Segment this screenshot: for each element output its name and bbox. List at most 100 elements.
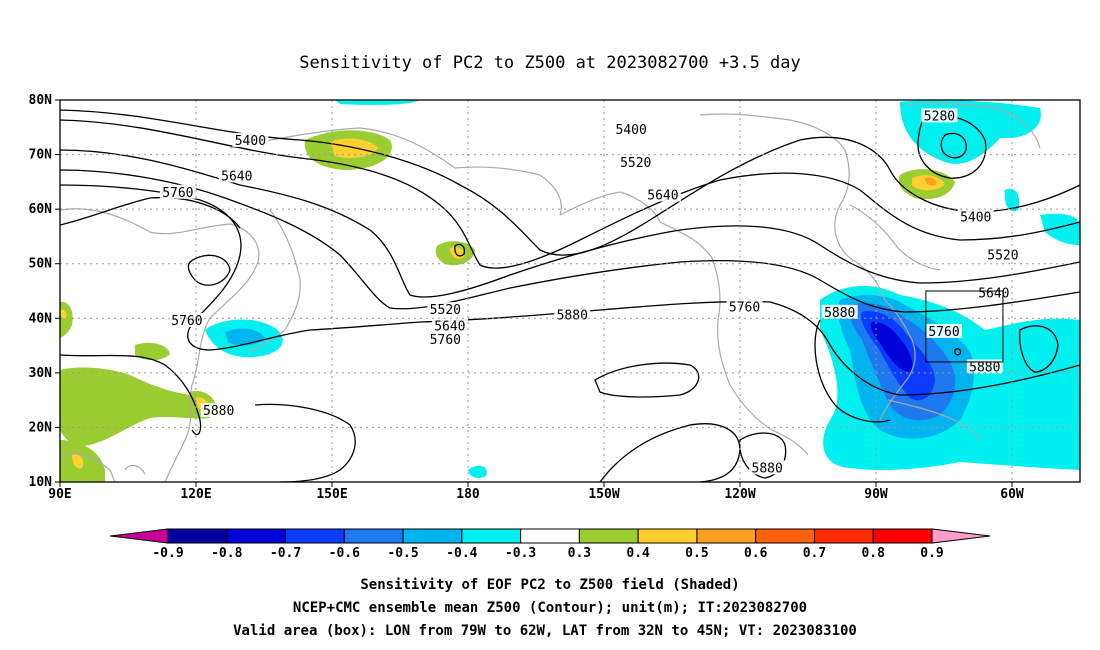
- lat-tick-label: 50N: [29, 257, 53, 272]
- colorbar-label: -0.5: [387, 546, 418, 561]
- colorbar-swatch: [520, 528, 580, 544]
- coastlines: [60, 102, 1041, 482]
- lon-tick-label: 90E: [48, 487, 71, 502]
- lon-tick-label: 150W: [588, 487, 619, 502]
- svg-text:5760: 5760: [928, 325, 959, 340]
- colorbar-swatch: [578, 528, 639, 544]
- contour-label: 5520: [617, 154, 654, 171]
- contour-label: 5760: [726, 299, 763, 315]
- shade-orange-labrador: [925, 177, 937, 186]
- shade-green-sea: [135, 342, 170, 361]
- contour-label: 5760: [168, 313, 205, 329]
- contour-label: 5880: [821, 304, 858, 321]
- svg-text:5520: 5520: [620, 156, 651, 171]
- shade-cyan-ne: [1040, 213, 1080, 245]
- lon-tick-label: 180: [456, 487, 480, 502]
- colorbar: -0.9 -0.8 -0.7 -0.6 -0.5 -0.4 -0.3 0.3 0.4 0.5 0.6…: [109, 528, 991, 561]
- contour-labels: 5400564057605760588055205640576058805400…: [159, 108, 1021, 476]
- colorbar-swatch: [637, 528, 698, 544]
- svg-text:5280: 5280: [924, 109, 955, 124]
- colorbar-label: -0.3: [505, 546, 536, 561]
- colorbar-label: 0.6: [744, 546, 768, 561]
- z500-contours: [60, 109, 1080, 482]
- shade-green-asia: [60, 367, 212, 446]
- colorbar-label: 0.4: [626, 546, 650, 561]
- map-frame: [59, 99, 1081, 483]
- svg-text:5760: 5760: [162, 186, 193, 201]
- contour-label: 5880: [966, 359, 1003, 375]
- gridlines: [60, 100, 1080, 482]
- colorbar-end-right: [931, 528, 991, 544]
- colorbar-label: -0.8: [211, 546, 242, 561]
- contour-label: 5520: [984, 247, 1021, 264]
- lat-tick-label: 60N: [29, 202, 53, 217]
- colorbar-swatch: [343, 528, 404, 544]
- svg-text:5880: 5880: [969, 360, 1000, 375]
- svg-text:5880: 5880: [824, 306, 855, 321]
- svg-text:5400: 5400: [616, 123, 647, 138]
- lon-tick-label: 60W: [1000, 487, 1024, 502]
- shade-cyan-ne2: [1004, 188, 1020, 212]
- colorbar-swatch: [285, 528, 345, 544]
- svg-text:5880: 5880: [752, 461, 783, 476]
- colorbar-swatch: [696, 528, 757, 544]
- colorbar-swatch: [402, 528, 463, 544]
- colorbar-end-left: [109, 528, 169, 544]
- colorbar-label: -0.9: [152, 546, 183, 561]
- colorbar-label: -0.7: [270, 546, 301, 561]
- colorbar-label: 0.3: [568, 546, 591, 561]
- svg-text:5640: 5640: [434, 319, 465, 334]
- contour-label: 5520: [427, 302, 464, 318]
- lat-tick-label: 80N: [29, 93, 53, 108]
- svg-text:5640: 5640: [647, 189, 678, 204]
- shade-navy-atlantic: [870, 321, 913, 372]
- lon-tick-label: 120E: [180, 487, 211, 502]
- lon-tick-label: 90W: [864, 487, 888, 502]
- svg-text:5400: 5400: [960, 210, 991, 225]
- svg-text:5520: 5520: [430, 303, 461, 318]
- svg-text:5520: 5520: [987, 249, 1018, 264]
- lon-tick-label: 120W: [724, 487, 755, 502]
- shade-yellow-india: [60, 309, 67, 319]
- colorbar-label: 0.7: [803, 546, 826, 561]
- contour-label: 5760: [926, 323, 962, 340]
- shade-cyan-s-pacific: [468, 465, 487, 478]
- svg-text:5880: 5880: [557, 309, 588, 324]
- lon-tick-label: 150E: [316, 487, 347, 502]
- lat-tick-label: 20N: [29, 420, 53, 435]
- colorbar-swatch: [226, 528, 287, 544]
- shade-cyan-n-pacific: [335, 100, 420, 105]
- shade-cyan-greenland: [900, 100, 1041, 164]
- valid-area-box: [925, 290, 1004, 363]
- contour-label: 5640: [644, 187, 681, 204]
- lat-tick-label: 30N: [29, 366, 53, 381]
- colorbar-label: -0.4: [446, 546, 477, 561]
- caption-line-2: NCEP+CMC ensemble mean Z500 (Contour); u…: [293, 600, 807, 616]
- svg-text:5760: 5760: [729, 300, 760, 315]
- shade-yellow-bay: [72, 454, 84, 469]
- contour-label: 5640: [975, 285, 1012, 302]
- contour-label: 5400: [232, 132, 269, 149]
- shade-green-india: [60, 301, 73, 338]
- contour-label: 5880: [554, 307, 591, 324]
- svg-text:5640: 5640: [978, 287, 1009, 302]
- svg-text:5640: 5640: [221, 169, 252, 184]
- svg-text:5760: 5760: [171, 314, 202, 329]
- caption-line-1: Sensitivity of EOF PC2 to Z500 field (Sh…: [360, 577, 739, 593]
- lat-tick-label: 40N: [29, 311, 53, 326]
- lat-tick-label: 70N: [29, 148, 53, 163]
- contour-label: 5640: [431, 318, 468, 334]
- svg-text:5760: 5760: [430, 333, 461, 348]
- colorbar-label: -0.6: [329, 546, 360, 561]
- captions: Sensitivity of EOF PC2 to Z500 field (Sh…: [233, 577, 857, 639]
- figure-title: Sensitivity of PC2 to Z500 at 2023082700…: [299, 53, 801, 73]
- contour-label: 5640: [218, 168, 255, 184]
- contour-label: 5760: [159, 184, 196, 201]
- contour-label: 5880: [200, 403, 237, 419]
- contour-label: 5880: [749, 460, 786, 476]
- longitude-axis: 90E 120E 150E 180 150W 120W 90W 60W: [48, 482, 1024, 502]
- latitude-axis: 80N 70N 60N 50N 40N 30N 20N 10N: [29, 93, 60, 490]
- svg-text:5400: 5400: [235, 134, 266, 149]
- contour-label: 5400: [957, 209, 994, 225]
